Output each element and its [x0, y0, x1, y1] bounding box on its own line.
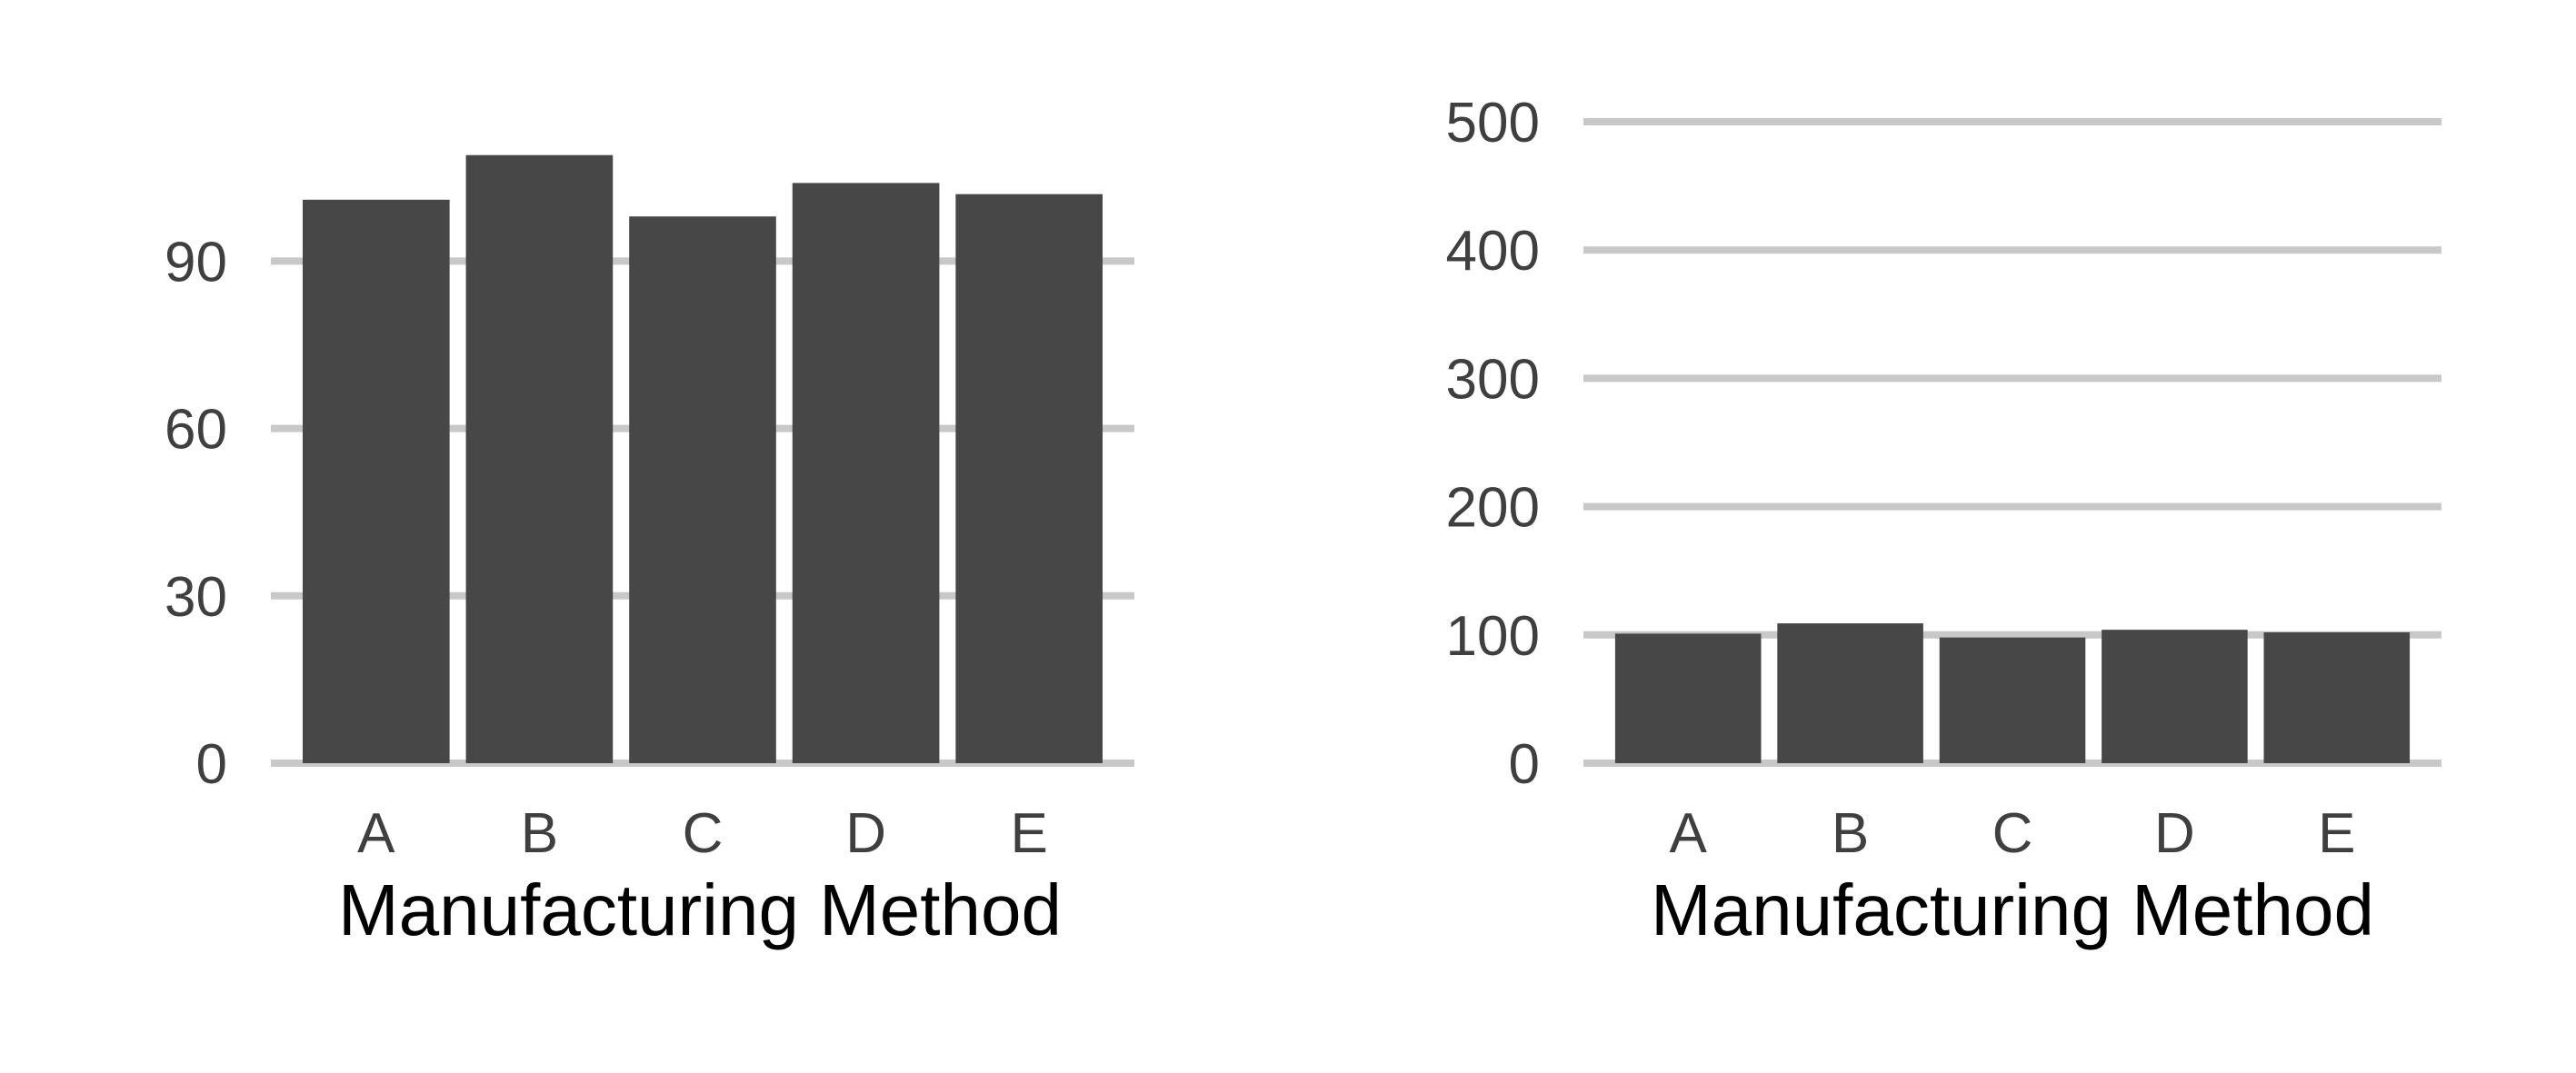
y-tick-labels: 0 30 60 90 [165, 231, 227, 796]
x-tick-labels: A B C D E [357, 802, 1048, 865]
bar-a [302, 199, 450, 763]
x-tick-label: E [2318, 802, 2355, 865]
bar-c [629, 216, 776, 764]
x-tick-label: C [683, 802, 724, 865]
bar-a [1614, 633, 1762, 763]
bar-d [2102, 630, 2248, 763]
x-tick-label: D [845, 802, 886, 865]
x-axis-title: Manufacturing Method [1651, 869, 2374, 950]
y-tick-labels: 0 100 200 300 400 500 [1446, 92, 1540, 796]
chart-left-panel: 0 30 60 90 A B C D E Manufacturing Method [165, 154, 1134, 950]
y-tick-label: 60 [165, 399, 227, 462]
y-tick-label: 0 [196, 733, 227, 796]
x-tick-label: A [357, 802, 395, 865]
x-axis-title: Manufacturing Method [338, 869, 1062, 950]
y-tick-label: 400 [1446, 220, 1540, 283]
bars [1614, 623, 2411, 763]
y-tick-label: 30 [165, 566, 227, 629]
y-tick-label: 90 [165, 231, 227, 293]
y-tick-label: 500 [1446, 92, 1540, 154]
x-tick-label: E [1011, 802, 1048, 865]
x-tick-labels: A B C D E [1670, 802, 2356, 865]
x-tick-label: C [1992, 802, 2033, 865]
x-tick-label: A [1670, 802, 1708, 865]
x-tick-label: B [521, 802, 558, 865]
bar-b [465, 154, 614, 763]
y-tick-label: 100 [1446, 605, 1540, 668]
x-tick-label: B [1832, 802, 1869, 865]
bar-b [1777, 623, 1923, 763]
y-tick-label: 200 [1446, 477, 1540, 540]
bars [302, 154, 1103, 764]
bar-d [792, 183, 940, 763]
y-tick-label: 0 [1509, 733, 1540, 796]
chart-right-panel: 0 100 200 300 400 500 A B C D E Manufacturing Met… [1446, 92, 2441, 950]
bar-e [2263, 631, 2411, 763]
bar-e [955, 194, 1103, 763]
x-tick-label: D [2154, 802, 2195, 865]
y-tick-label: 300 [1446, 348, 1540, 411]
bar-c [1939, 637, 2086, 763]
